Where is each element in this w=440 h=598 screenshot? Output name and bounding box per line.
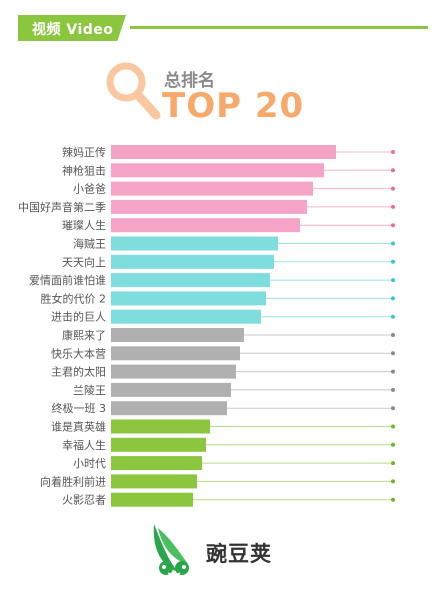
magnifier-icon — [106, 62, 161, 120]
bar — [111, 419, 210, 434]
category-label: 谁是真英雄 — [51, 420, 106, 434]
category-label: 璀璨人生 — [62, 218, 106, 232]
bar — [111, 218, 300, 233]
header-divider — [130, 26, 428, 29]
category-label: 向着胜利前进 — [40, 474, 106, 488]
end-dot — [391, 461, 395, 466]
end-dot — [391, 150, 395, 154]
end-dot — [391, 204, 395, 209]
bar — [111, 382, 231, 397]
chart-title-block: 总排名 TOP 20 — [104, 60, 344, 130]
chart-title: TOP 20 — [162, 86, 305, 126]
end-dot — [391, 479, 395, 484]
category-label: 快乐大本营 — [51, 346, 106, 360]
bar — [111, 456, 202, 471]
chart-subtitle: 总排名 — [164, 71, 215, 91]
section-header: 视频 Video — [18, 15, 428, 41]
bar — [111, 199, 307, 214]
section-tag: 视频 Video — [18, 15, 126, 41]
category-label: 火影忍者 — [62, 494, 106, 507]
category-label: 进击的巨人 — [51, 310, 106, 324]
bar — [111, 309, 261, 324]
end-dot — [391, 186, 395, 191]
end-dot — [391, 314, 395, 319]
end-dot — [391, 406, 395, 411]
end-dot — [391, 296, 395, 301]
category-label: 胜女的代价 2 — [41, 291, 107, 305]
pea-pod-icon — [153, 524, 189, 576]
bar — [111, 437, 206, 452]
end-dot — [391, 387, 395, 392]
end-dot — [391, 351, 395, 356]
bar — [111, 273, 270, 288]
brand-name: 豌豆荚 — [206, 542, 272, 566]
end-dot — [391, 223, 395, 228]
bar — [111, 163, 324, 178]
category-label: 天天向上 — [62, 255, 106, 269]
end-dot — [391, 442, 395, 447]
category-label: 神枪狙击 — [62, 163, 106, 177]
category-label: 小时代 — [73, 457, 106, 470]
bar — [111, 254, 274, 269]
end-dot — [391, 424, 395, 429]
end-dot — [391, 168, 395, 173]
bar — [111, 291, 266, 306]
category-label: 主君的太阳 — [51, 365, 106, 379]
bar — [111, 346, 240, 361]
category-label: 中国好声音第二季 — [18, 200, 106, 214]
category-label: 终极一班 3 — [52, 401, 107, 415]
category-label: 爱情面前谁怕谁 — [29, 273, 106, 287]
end-dot — [391, 369, 395, 374]
bar — [111, 181, 313, 196]
bar — [111, 401, 227, 416]
end-dot — [391, 259, 395, 264]
brand-logo: 豌豆荚 — [148, 520, 298, 580]
bar — [111, 236, 278, 251]
category-label: 海贼王 — [73, 237, 106, 251]
category-label: 康熙来了 — [62, 328, 106, 342]
category-label: 幸福人生 — [62, 438, 106, 452]
end-dot — [391, 333, 395, 337]
category-label: 兰陵王 — [73, 384, 106, 397]
end-dot — [391, 278, 395, 283]
bar — [111, 492, 193, 507]
bar — [111, 145, 336, 159]
bar — [111, 364, 236, 379]
end-dot — [391, 497, 395, 502]
ranking-chart: 辣妈正传神枪狙击小爸爸中国好声音第二季璀璨人生海贼王天天向上爱情面前谁怕谁胜女的… — [18, 145, 395, 507]
bar — [111, 474, 197, 489]
category-label: 辣妈正传 — [62, 145, 106, 159]
bar — [111, 328, 244, 342]
section-tag-label: 视频 Video — [32, 22, 114, 38]
end-dot — [391, 241, 395, 246]
category-label: 小爸爸 — [73, 183, 106, 196]
